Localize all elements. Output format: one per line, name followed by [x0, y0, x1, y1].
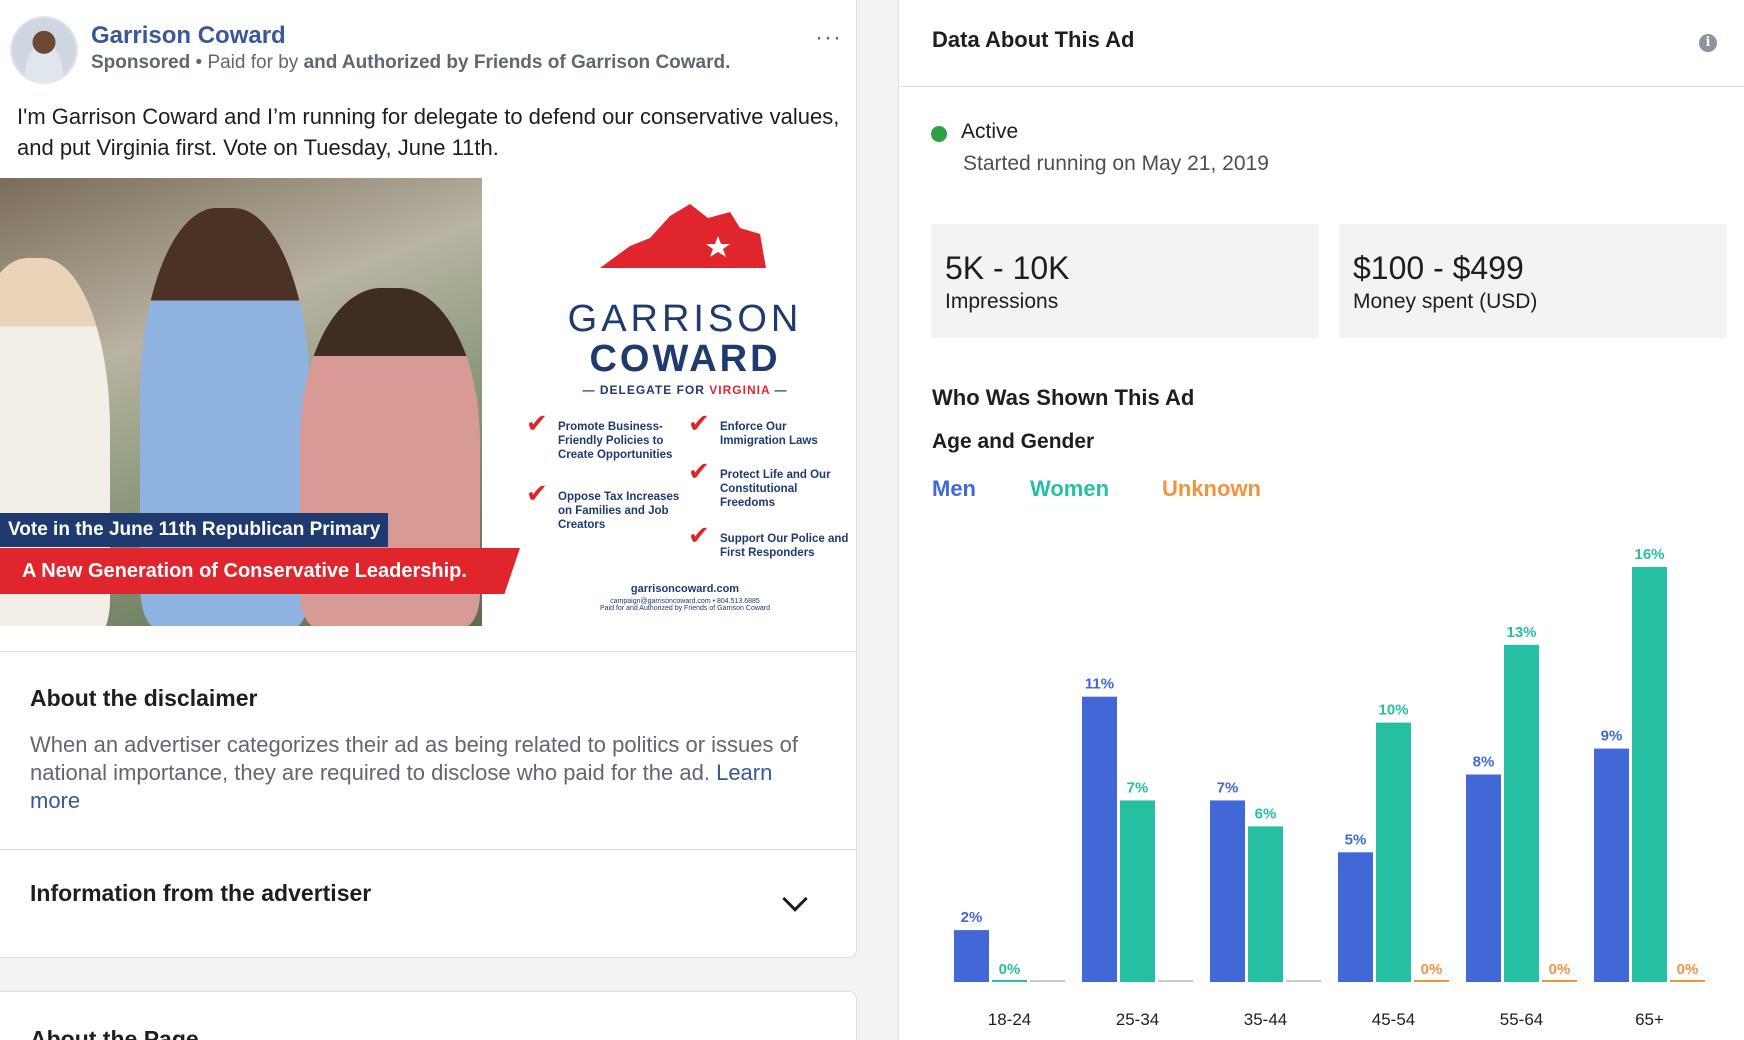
status-text: Active	[961, 120, 1019, 143]
bar-men[interactable]	[1082, 696, 1117, 982]
bar-women[interactable]	[1376, 722, 1411, 982]
bar-women[interactable]	[1632, 567, 1667, 982]
bar-unknown[interactable]	[1542, 980, 1577, 982]
ad-data-panel: Data About This Ad i Active Started runn…	[898, 0, 1744, 1040]
bar-unknown[interactable]	[1158, 980, 1193, 982]
bar-value-label: 0%	[1549, 961, 1571, 978]
category-label: 18-24	[988, 1010, 1031, 1029]
bar-value-label: 2%	[961, 909, 983, 926]
bar-value-label: 6%	[1255, 805, 1277, 822]
bar-value-label: 16%	[1634, 546, 1664, 563]
page-name-link[interactable]: Garrison Coward	[91, 22, 286, 49]
legend-men[interactable]: Men	[932, 476, 976, 501]
bar-value-label: 5%	[1345, 831, 1367, 848]
section-divider	[0, 849, 856, 850]
bar-women[interactable]	[992, 980, 1027, 982]
learn-more-link[interactable]: Learn more	[30, 760, 773, 813]
plank-item: ✔ Promote Business-Friendly Policies to C…	[526, 408, 673, 461]
post-text: I'm Garrison Coward and I’m running for …	[17, 104, 840, 160]
check-icon: ✔	[688, 520, 710, 550]
bar-men[interactable]	[1466, 774, 1501, 983]
paid-for-prefix: • Paid for by	[190, 52, 304, 73]
bar-value-label: 13%	[1506, 624, 1536, 641]
bar-value-label: 0%	[999, 961, 1021, 978]
sponsored-line: Sponsored • Paid for by and Authorized b…	[91, 52, 730, 74]
logo-subtitle: — DELEGATE FOR VIRGINIA —	[582, 383, 788, 397]
impressions-box: 5K - 10K Impressions	[931, 224, 1319, 338]
age-gender-bar-chart: 2% 0% 18-24 11% 7% 25-34 7% 6% 35-44 5% 10% 0% 45-54…	[954, 546, 1705, 1029]
info-icon[interactable]: i	[1699, 34, 1717, 52]
about-page-title[interactable]: About the Page	[30, 1026, 199, 1040]
paid-for-by: and Authorized by Friends of Garrison Co…	[303, 52, 731, 73]
category-label: 35-44	[1244, 1010, 1287, 1029]
about-page-card: About the Page	[0, 991, 857, 1040]
check-icon: ✔	[688, 456, 710, 486]
legend-women[interactable]: Women	[1030, 476, 1110, 501]
sponsored-label: Sponsored	[91, 52, 191, 73]
bar-value-label: 10%	[1378, 702, 1408, 719]
impressions-value: 5K - 10K	[945, 250, 1070, 286]
plank-item: ✔ Oppose Tax Increases on Families and Jo…	[526, 478, 680, 531]
impressions-label: Impressions	[945, 290, 1059, 313]
bar-men[interactable]	[954, 930, 989, 982]
bar-unknown[interactable]	[1286, 980, 1321, 982]
more-options-icon[interactable]: ···	[815, 24, 842, 51]
ad-preview-card: Garrison Coward Sponsored • Paid for by …	[0, 0, 857, 958]
bar-women[interactable]	[1504, 644, 1539, 982]
primary-date-banner: Vote in the June 11th Republican Primary	[0, 513, 389, 547]
age-gender-title: Age and Gender	[932, 430, 1095, 453]
logo-last-name: COWARD	[589, 338, 781, 380]
legend-unknown[interactable]: Unknown	[1162, 476, 1261, 501]
disclaimer-body: When an advertiser categorizes their ad …	[30, 732, 798, 813]
category-label: 25-34	[1116, 1010, 1159, 1029]
section-divider	[0, 651, 856, 652]
spend-label: Money spent (USD)	[1353, 290, 1538, 313]
bar-men[interactable]	[1338, 852, 1373, 982]
disclaimer-title: About the disclaimer	[30, 685, 258, 711]
chevron-down-icon[interactable]	[782, 886, 808, 912]
ad-data-title: Data About This Ad	[932, 27, 1135, 52]
active-status-dot	[931, 126, 947, 142]
bar-value-label: 0%	[1677, 961, 1699, 978]
start-date: Started running on May 21, 2019	[963, 152, 1269, 175]
campaign-contact: campaign@garrisoncoward.com • 804.513.68…	[599, 598, 771, 612]
who-was-shown-title: Who Was Shown This Ad	[932, 385, 1195, 410]
check-icon: ✔	[688, 408, 710, 438]
logo-first-name: GARRISON	[567, 298, 803, 340]
virginia-map-icon	[600, 204, 766, 268]
bar-value-label: 7%	[1127, 779, 1149, 796]
bar-value-label: 7%	[1217, 779, 1239, 796]
campaign-logo: GARRISON COWARD — DELEGATE FOR VIRGINIA …	[520, 198, 850, 618]
bar-unknown[interactable]	[1030, 980, 1065, 982]
category-label: 45-54	[1372, 1010, 1415, 1029]
category-label: 55-64	[1500, 1010, 1543, 1029]
spend-box: $100 - $499 Money spent (USD)	[1339, 224, 1727, 338]
slogan-banner: A New Generation of Conservative Leaders…	[0, 548, 520, 594]
bar-unknown[interactable]	[1414, 980, 1449, 982]
page-avatar[interactable]	[10, 16, 78, 84]
bar-unknown[interactable]	[1670, 980, 1705, 982]
bar-men[interactable]	[1594, 748, 1629, 982]
check-icon: ✔	[526, 478, 548, 508]
plank-item: ✔ Protect Life and Our Constitutional Fre…	[688, 456, 831, 509]
bar-value-label: 0%	[1421, 961, 1443, 978]
bar-men[interactable]	[1210, 800, 1245, 982]
plank-item: ✔ Enforce Our Immigration Laws	[688, 408, 818, 447]
bar-value-label: 8%	[1473, 754, 1495, 771]
plank-item: ✔ Support Our Police and First Responders	[688, 520, 849, 559]
check-icon: ✔	[526, 408, 548, 438]
advertiser-info-toggle[interactable]: Information from the advertiser	[30, 880, 372, 906]
bar-women[interactable]	[1120, 800, 1155, 982]
ad-creative-image[interactable]: Vote in the June 11th Republican Primary…	[0, 178, 856, 626]
bar-value-label: 11%	[1085, 676, 1114, 693]
campaign-url: garrisoncoward.com	[630, 583, 740, 595]
bar-women[interactable]	[1248, 826, 1283, 982]
post-header: Garrison Coward Sponsored • Paid for by …	[10, 14, 856, 84]
bar-value-label: 9%	[1601, 728, 1623, 745]
panel-divider	[899, 86, 1744, 87]
category-label: 65+	[1635, 1010, 1664, 1029]
spend-value: $100 - $499	[1353, 250, 1524, 286]
